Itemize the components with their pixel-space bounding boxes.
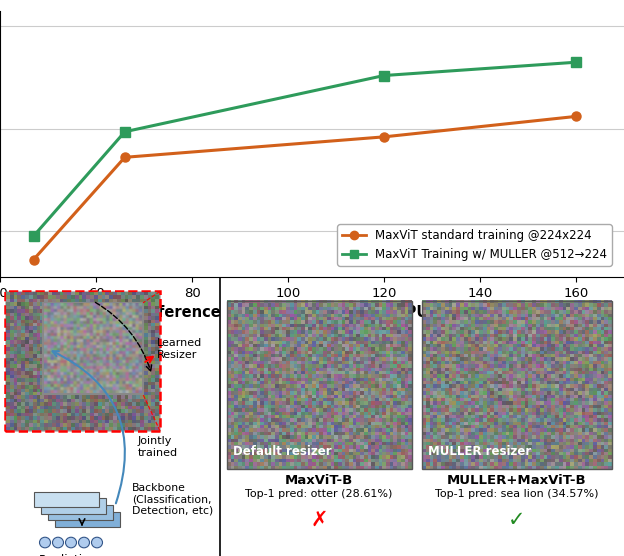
Circle shape <box>52 537 64 548</box>
FancyBboxPatch shape <box>48 505 113 520</box>
Text: Default resizer: Default resizer <box>233 445 331 458</box>
Circle shape <box>79 537 89 548</box>
FancyBboxPatch shape <box>55 512 120 527</box>
Text: Top-1 pred: sea lion (34.57%): Top-1 pred: sea lion (34.57%) <box>436 489 599 499</box>
Text: Predictions: Predictions <box>39 554 104 556</box>
FancyBboxPatch shape <box>34 492 99 507</box>
Legend: MaxViT standard training @224x224, MaxViT Training w/ MULLER @512→224: MaxViT standard training @224x224, MaxVi… <box>338 225 612 266</box>
Text: ✗: ✗ <box>310 510 328 530</box>
FancyBboxPatch shape <box>41 498 106 514</box>
FancyBboxPatch shape <box>43 303 143 394</box>
Text: Jointly
trained: Jointly trained <box>138 436 178 458</box>
Text: ✓: ✓ <box>509 510 526 530</box>
FancyBboxPatch shape <box>5 291 160 431</box>
Text: MULLER resizer: MULLER resizer <box>428 445 531 458</box>
Circle shape <box>92 537 102 548</box>
X-axis label: Inference Latency (ms/img on GPU V100): Inference Latency (ms/img on GPU V100) <box>142 305 482 320</box>
Text: Backbone
(Classification,
Detection, etc): Backbone (Classification, Detection, etc… <box>132 483 213 516</box>
Circle shape <box>66 537 77 548</box>
Text: Top-1 pred: otter (28.61%): Top-1 pred: otter (28.61%) <box>245 489 392 499</box>
Text: MaxViT-B: MaxViT-B <box>285 474 353 487</box>
Text: Learned
Resizer: Learned Resizer <box>157 338 202 360</box>
Text: MULLER+MaxViT-B: MULLER+MaxViT-B <box>447 474 587 487</box>
Circle shape <box>39 537 51 548</box>
